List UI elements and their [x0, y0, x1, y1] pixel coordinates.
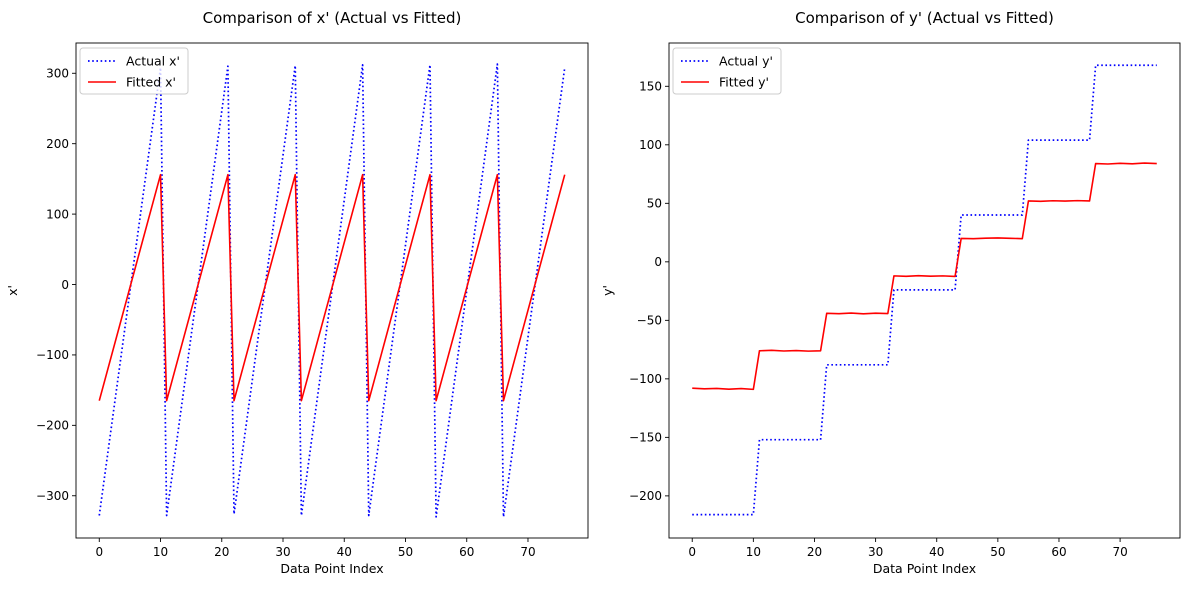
x-tick-label: 0: [95, 545, 103, 559]
series-line-fitted: [98, 173, 566, 402]
x-tick-label: 0: [688, 545, 696, 559]
y-tick-label: 100: [639, 138, 662, 152]
y-tick-label: 0: [61, 278, 69, 292]
x-tick-label: 40: [337, 545, 352, 559]
legend-label: Fitted y': [719, 74, 769, 89]
y-tick-label: 300: [46, 67, 69, 81]
y-tick-label: 100: [46, 207, 69, 221]
legend-label: Actual x': [126, 53, 180, 68]
y-tick-label: 50: [647, 197, 662, 211]
plot-frame: [668, 42, 1181, 539]
x-tick-label: 70: [1112, 545, 1127, 559]
y-tick-label: −200: [36, 419, 69, 433]
chart-y-prime: 0 10 20 30 40 50 60 70 −200 −150 −100 −50 0 50 100 150 C…: [600, 9, 1181, 576]
legend: Actual y' Fitted y': [672, 47, 782, 95]
y-tick-label: −300: [36, 489, 69, 503]
x-tick-label: 70: [520, 545, 535, 559]
chart-title: Comparison of x' (Actual vs Fitted): [203, 9, 462, 27]
plot-frame: [75, 42, 589, 539]
x-tick-label: 40: [929, 545, 944, 559]
x-tick-label: 60: [459, 545, 474, 559]
chart-title: Comparison of y' (Actual vs Fitted): [795, 9, 1054, 27]
x-axis-title: Data Point Index: [873, 561, 976, 576]
y-tick-label: 200: [46, 137, 69, 151]
y-tick-label: 150: [639, 80, 662, 94]
y-tick-label: 0: [654, 255, 662, 269]
chart-x-prime: 0 10 20 30 40 50 60 70 −300 −200 −100 0 100 200 300 Com…: [5, 9, 589, 576]
x-tick-label: 30: [868, 545, 883, 559]
y-tick-label: −200: [629, 489, 662, 503]
x-tick-label: 30: [275, 545, 290, 559]
x-tick-label: 60: [1051, 545, 1066, 559]
x-tick-label: 50: [990, 545, 1005, 559]
legend-label: Actual y': [719, 53, 773, 68]
y-tick-label: −100: [629, 372, 662, 386]
y-axis-title: y': [600, 285, 615, 296]
y-axis-title: x': [5, 285, 20, 296]
x-axis-title: Data Point Index: [280, 561, 383, 576]
legend: Actual x' Fitted x': [79, 47, 189, 95]
y-tick-label: −100: [36, 348, 69, 362]
y-tick-label: −50: [637, 314, 662, 328]
x-tick-label: 10: [153, 545, 168, 559]
series-line-fitted: [692, 162, 1157, 391]
y-tick-label: −150: [629, 431, 662, 445]
series-line-actual: [692, 64, 1157, 516]
x-tick-label: 20: [214, 545, 229, 559]
series-line-actual: [98, 63, 566, 518]
x-tick-label: 20: [807, 545, 822, 559]
x-tick-label: 10: [746, 545, 761, 559]
x-tick-label: 50: [398, 545, 413, 559]
legend-label: Fitted x': [126, 74, 176, 89]
